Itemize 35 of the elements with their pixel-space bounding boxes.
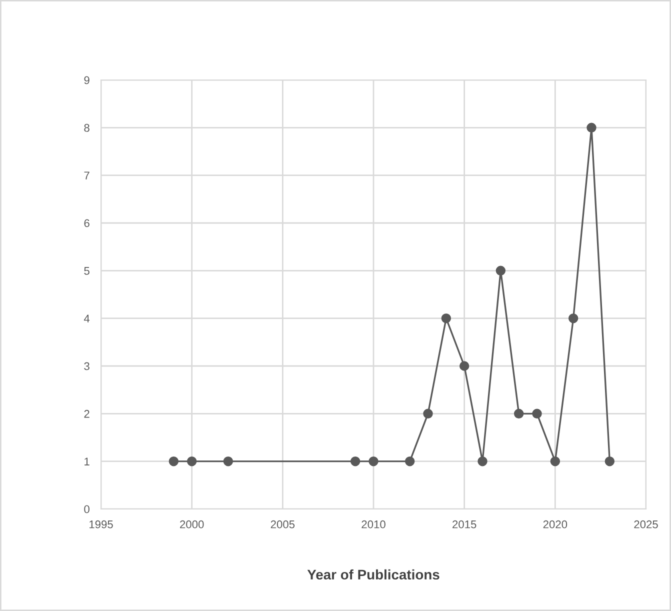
y-tick-label: 3 (84, 362, 90, 370)
point (496, 266, 506, 276)
point (223, 456, 234, 466)
x-axis-title: Year of Publications (307, 569, 440, 580)
x-tick-label: 1995 (89, 520, 113, 528)
x-tick-label: 2020 (543, 520, 568, 528)
point (514, 408, 524, 419)
x-tick-label: 2010 (362, 520, 386, 528)
x-tick-label: 2005 (270, 520, 295, 528)
x-tick-label: 2000 (180, 520, 204, 528)
point (441, 313, 452, 324)
y-tick-label: 2 (84, 410, 90, 418)
y-tick-label: 6 (84, 219, 90, 228)
point (168, 456, 179, 466)
point (423, 408, 433, 419)
y-tick-label: 4 (84, 314, 90, 322)
point (532, 408, 542, 419)
x-tick-label: 2025 (634, 520, 658, 528)
point (186, 456, 197, 466)
y-tick-label: 5 (84, 267, 90, 275)
y-tick-label: 0 (84, 505, 90, 514)
point (550, 456, 560, 466)
y-tick-label: 8 (84, 124, 90, 132)
y-tick-label: 9 (84, 76, 90, 84)
point (568, 313, 578, 324)
point (478, 456, 488, 466)
y-tick-label: 7 (84, 172, 90, 180)
point (586, 122, 596, 133)
point (459, 361, 470, 371)
point (404, 456, 415, 466)
point (368, 456, 378, 466)
y-tick-label: 1 (84, 458, 90, 466)
x-tick-label: 2015 (452, 520, 476, 528)
point (350, 456, 360, 466)
point (604, 456, 615, 466)
